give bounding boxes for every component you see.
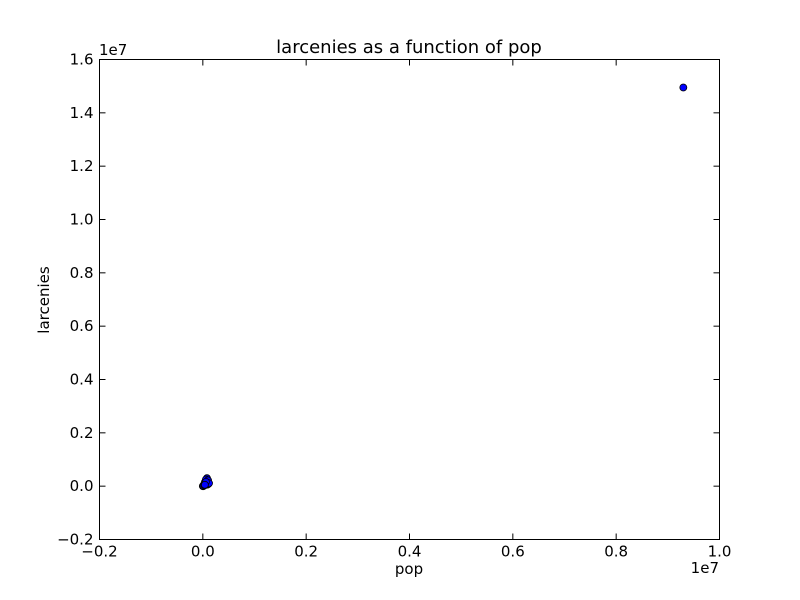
y-tick-label: 1.4 bbox=[70, 104, 94, 122]
x-tick-label: 0.8 bbox=[604, 543, 628, 561]
y-axis-multiplier: 1e7 bbox=[99, 41, 127, 59]
y-axis-label: larcenies bbox=[35, 266, 53, 334]
y-tick-label: 0.6 bbox=[70, 317, 94, 335]
x-tick-label: 0.0 bbox=[191, 543, 215, 561]
y-tick-label: 0.4 bbox=[70, 371, 94, 389]
y-tick-label: 0.2 bbox=[70, 424, 94, 442]
data-points bbox=[198, 83, 688, 491]
scatter-point bbox=[200, 480, 209, 489]
x-tick-label: −0.2 bbox=[81, 543, 117, 561]
y-tick-label: −0.2 bbox=[57, 531, 93, 549]
x-axis-multiplier: 1e7 bbox=[691, 559, 719, 577]
chart-title: larcenies as a function of pop bbox=[276, 37, 542, 58]
x-axis-label: pop bbox=[395, 560, 423, 578]
y-tick-label: 1.6 bbox=[70, 51, 94, 69]
x-tick-label: 0.6 bbox=[501, 543, 525, 561]
y-tick-label: 0.0 bbox=[70, 477, 94, 495]
scatter-point bbox=[679, 83, 688, 92]
y-tick-label: 0.8 bbox=[70, 264, 94, 282]
x-tick-label: 0.4 bbox=[398, 543, 422, 561]
y-tick-label: 1.0 bbox=[70, 211, 94, 229]
y-tick-label: 1.2 bbox=[70, 157, 94, 175]
y-axis-ticks: −0.2 0.0 0.2 0.4 0.6 0.8 1.0 1.2 1.4 1.6 bbox=[57, 51, 720, 549]
x-tick-label: 1.0 bbox=[708, 543, 732, 561]
x-axis-ticks: −0.2 0.0 0.2 0.4 0.6 0.8 1.0 bbox=[81, 59, 732, 561]
x-tick-label: 0.2 bbox=[294, 543, 318, 561]
